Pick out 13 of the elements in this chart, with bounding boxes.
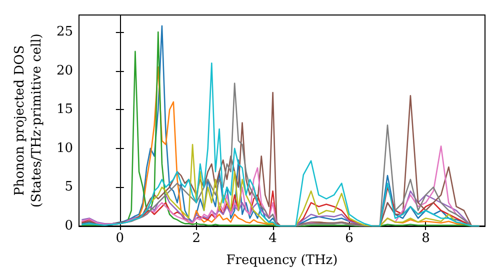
- x-tick-label: 4: [268, 231, 277, 246]
- y-tick-label: 20: [56, 63, 73, 78]
- y-tick-label: 25: [56, 24, 73, 40]
- y-axis-title: Phonon projected DOS (States/THz·primitive cell): [12, 33, 45, 208]
- x-tick-label: 2: [192, 231, 201, 246]
- y-tick-label: 10: [56, 140, 73, 156]
- x-tick-label: 8: [422, 231, 430, 246]
- x-tick-label: 0: [116, 231, 124, 246]
- y-tick-label: 0: [64, 218, 73, 234]
- x-tick-label: 6: [345, 231, 354, 246]
- y-tick-label: 5: [64, 180, 73, 195]
- x-axis-title: Frequency (THz): [226, 253, 338, 268]
- y-tick-label: 15: [56, 102, 73, 118]
